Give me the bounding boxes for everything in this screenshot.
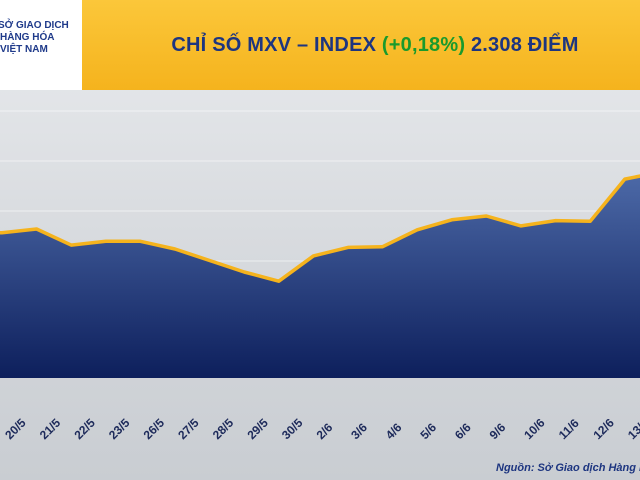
index-area-chart: 20/5 21/5 22/5 23/5 26/5 27/5 28/5 29/5 30/5 2/6 3… <box>0 110 640 474</box>
series-line <box>0 174 640 283</box>
mxv-logo: SỞ GIAO DỊCH HÀNG HÓA VIỆT NAM <box>0 0 82 90</box>
x-tick-label: 26/5 <box>141 415 168 442</box>
x-tick-label: 30/5 <box>279 415 306 442</box>
x-tick-label: 2/6 <box>314 420 336 442</box>
x-tick-label: 21/5 <box>37 415 64 442</box>
chart-title: CHỈ SỐ MXV – INDEX (+0,18%) 2.308 ĐIỂM <box>171 34 578 57</box>
x-tick-label: 10/6 <box>521 415 548 442</box>
logo-text: SỞ GIAO DỊCH HÀNG HÓA VIỆT NAM <box>0 20 69 55</box>
source-note: Nguồn: Sở Giao dịch Hàng hóa Việt Nam <box>496 462 640 474</box>
x-tick-label: 6/6 <box>452 420 474 442</box>
x-tick-label: 9/6 <box>487 420 509 442</box>
area-fill <box>0 176 640 378</box>
x-tick-label: 20/5 <box>2 415 29 442</box>
x-tick-label: 11/6 <box>556 416 582 442</box>
title-prefix: CHỈ SỐ MXV – INDEX <box>171 33 382 56</box>
x-tick-label: 23/5 <box>106 415 133 442</box>
title-bar: CHỈ SỐ MXV – INDEX (+0,18%) 2.308 ĐIỂM <box>82 0 640 90</box>
x-tick-label: 29/5 <box>244 415 271 442</box>
x-tick-label: 13/6 <box>625 415 640 442</box>
x-tick-label: 3/6 <box>348 420 370 442</box>
title-value: 2.308 ĐIỂM <box>465 33 579 56</box>
x-tick-label: 28/5 <box>210 415 237 442</box>
title-change: (+0,18%) <box>381 33 466 56</box>
x-tick-label: 27/5 <box>175 415 202 442</box>
x-tick-label: 22/5 <box>71 415 98 442</box>
x-tick-label: 5/6 <box>417 420 439 442</box>
x-tick-label: 4/6 <box>383 420 405 442</box>
x-tick-label: 12/6 <box>590 415 617 442</box>
